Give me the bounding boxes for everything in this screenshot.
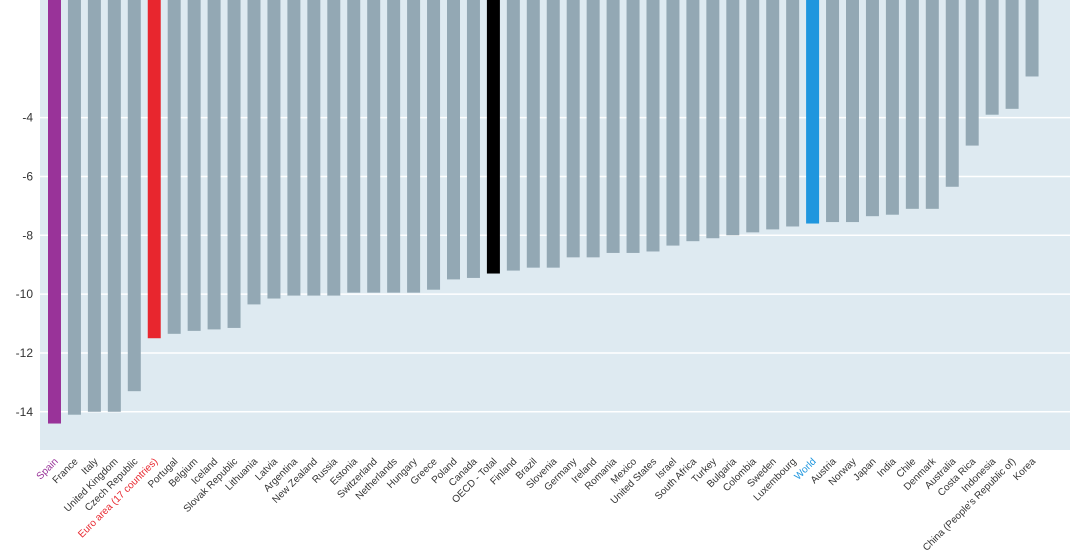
bar (606, 0, 620, 253)
bar (846, 0, 859, 223)
bar (905, 0, 919, 209)
bar (147, 0, 161, 339)
bar (267, 0, 281, 299)
bar (666, 0, 680, 246)
bar (327, 0, 341, 296)
bar (247, 0, 261, 305)
y-tick-label: -10 (16, 287, 34, 301)
bar (127, 0, 141, 392)
bar (506, 0, 520, 271)
bar (407, 0, 421, 293)
bar (586, 0, 600, 258)
bar (107, 0, 121, 412)
y-tick-label: -12 (16, 346, 34, 360)
bar (925, 0, 939, 209)
x-category-label: Korea (1012, 456, 1039, 483)
bar (726, 0, 740, 236)
bar (287, 0, 301, 296)
bar (865, 0, 879, 217)
bar (826, 0, 840, 223)
bar (546, 0, 560, 268)
bar (786, 0, 800, 227)
bar (1025, 0, 1039, 77)
bar (367, 0, 381, 293)
bar (67, 0, 81, 415)
y-axis-tick-labels: -4 -6 -8 -10 -12 -14 (16, 111, 34, 419)
bar (187, 0, 201, 331)
bar (447, 0, 460, 280)
y-tick-label: -6 (22, 169, 33, 183)
bars (48, 0, 1039, 424)
bar (985, 0, 999, 115)
bar (48, 0, 61, 424)
x-category-label: Japan (852, 456, 879, 483)
bar (766, 0, 780, 230)
bar (706, 0, 720, 239)
bar (806, 0, 820, 224)
bar (626, 0, 640, 253)
bar (87, 0, 101, 412)
bar (427, 0, 441, 290)
bar (686, 0, 700, 242)
x-category-label: India (875, 456, 898, 479)
y-tick-label: -14 (16, 405, 34, 419)
bar (746, 0, 760, 233)
bar (1005, 0, 1019, 109)
bar (347, 0, 361, 293)
y-tick-label: -4 (22, 111, 33, 125)
bar (466, 0, 480, 278)
bar (566, 0, 580, 258)
bar (227, 0, 241, 328)
bar (387, 0, 401, 293)
bar (486, 0, 500, 274)
bar (167, 0, 181, 334)
bar (207, 0, 221, 330)
bar (646, 0, 660, 252)
bar (885, 0, 899, 215)
y-tick-label: -8 (22, 228, 33, 242)
bar (307, 0, 321, 296)
bar (945, 0, 959, 187)
bar (526, 0, 540, 268)
bar (965, 0, 979, 146)
